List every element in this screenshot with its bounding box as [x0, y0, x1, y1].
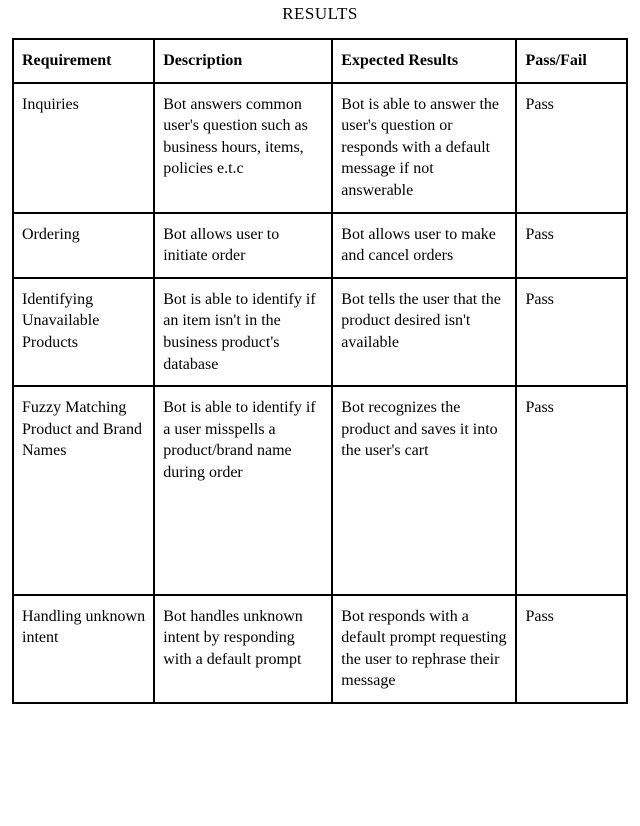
cell-passfail: Pass — [516, 278, 627, 386]
cell-description: Bot handles unknown intent by responding… — [154, 595, 332, 703]
cell-requirement: Inquiries — [13, 83, 154, 213]
table-caption: RESULTS — [12, 4, 628, 24]
cell-description: Bot is able to identify if an item isn't… — [154, 278, 332, 386]
cell-description: Bot is able to identify if a user misspe… — [154, 386, 332, 594]
cell-requirement: Fuzzy Matching Product and Brand Names — [13, 386, 154, 594]
cell-passfail: Pass — [516, 386, 627, 594]
table-header-row: Requirement Description Expected Results… — [13, 39, 627, 83]
cell-expected: Bot is able to answer the user's questio… — [332, 83, 516, 213]
table-body: Inquiries Bot answers common user's ques… — [13, 83, 627, 703]
cell-expected: Bot recognizes the product and saves it … — [332, 386, 516, 594]
cell-expected: Bot tells the user that the product desi… — [332, 278, 516, 386]
cell-passfail: Pass — [516, 595, 627, 703]
table-row: Ordering Bot allows user to initiate ord… — [13, 213, 627, 278]
cell-passfail: Pass — [516, 213, 627, 278]
cell-requirement: Handling unknown intent — [13, 595, 154, 703]
table-row: Fuzzy Matching Product and Brand Names B… — [13, 386, 627, 594]
cell-passfail: Pass — [516, 83, 627, 213]
table-header: Requirement Description Expected Results… — [13, 39, 627, 83]
table-row: Identifying Unavailable Products Bot is … — [13, 278, 627, 386]
page-container: RESULTS Requirement Description Expected… — [0, 4, 640, 724]
col-header-requirement: Requirement — [13, 39, 154, 83]
cell-description: Bot allows user to initiate order — [154, 213, 332, 278]
cell-expected: Bot allows user to make and cancel order… — [332, 213, 516, 278]
table-row: Handling unknown intent Bot handles unkn… — [13, 595, 627, 703]
cell-expected: Bot responds with a default prompt reque… — [332, 595, 516, 703]
col-header-passfail: Pass/Fail — [516, 39, 627, 83]
cell-description: Bot answers common user's question such … — [154, 83, 332, 213]
results-table: Requirement Description Expected Results… — [12, 38, 628, 704]
cell-requirement: Ordering — [13, 213, 154, 278]
col-header-expected: Expected Results — [332, 39, 516, 83]
cell-requirement: Identifying Unavailable Products — [13, 278, 154, 386]
table-row: Inquiries Bot answers common user's ques… — [13, 83, 627, 213]
col-header-description: Description — [154, 39, 332, 83]
